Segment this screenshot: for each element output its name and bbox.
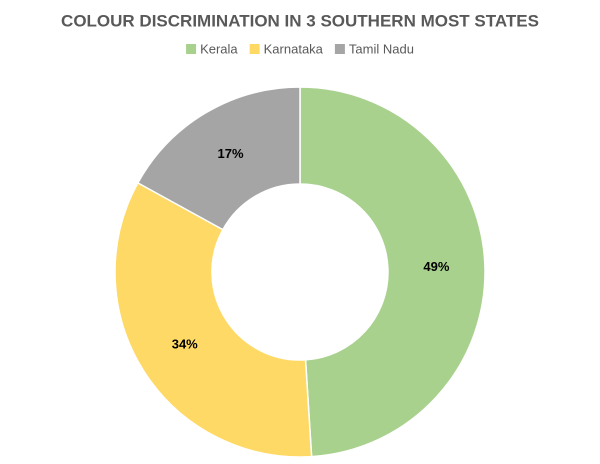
legend: Kerala Karnataka Tamil Nadu bbox=[186, 41, 414, 56]
legend-swatch bbox=[186, 44, 197, 54]
legend-label: Karnataka bbox=[264, 41, 324, 56]
legend-label: Tamil Nadu bbox=[349, 41, 414, 56]
donut-slice bbox=[114, 181, 313, 458]
legend-swatch bbox=[334, 44, 345, 54]
legend-swatch bbox=[249, 44, 260, 54]
donut-slice bbox=[136, 86, 301, 231]
legend-label: Kerala bbox=[200, 41, 238, 56]
chart-title: COLOUR DISCRIMINATION IN 3 SOUTHERN MOST… bbox=[61, 11, 539, 30]
data-label: 17% bbox=[218, 146, 244, 161]
data-label: 49% bbox=[423, 259, 449, 274]
data-label: 34% bbox=[172, 337, 198, 352]
donut-slice bbox=[299, 86, 486, 458]
